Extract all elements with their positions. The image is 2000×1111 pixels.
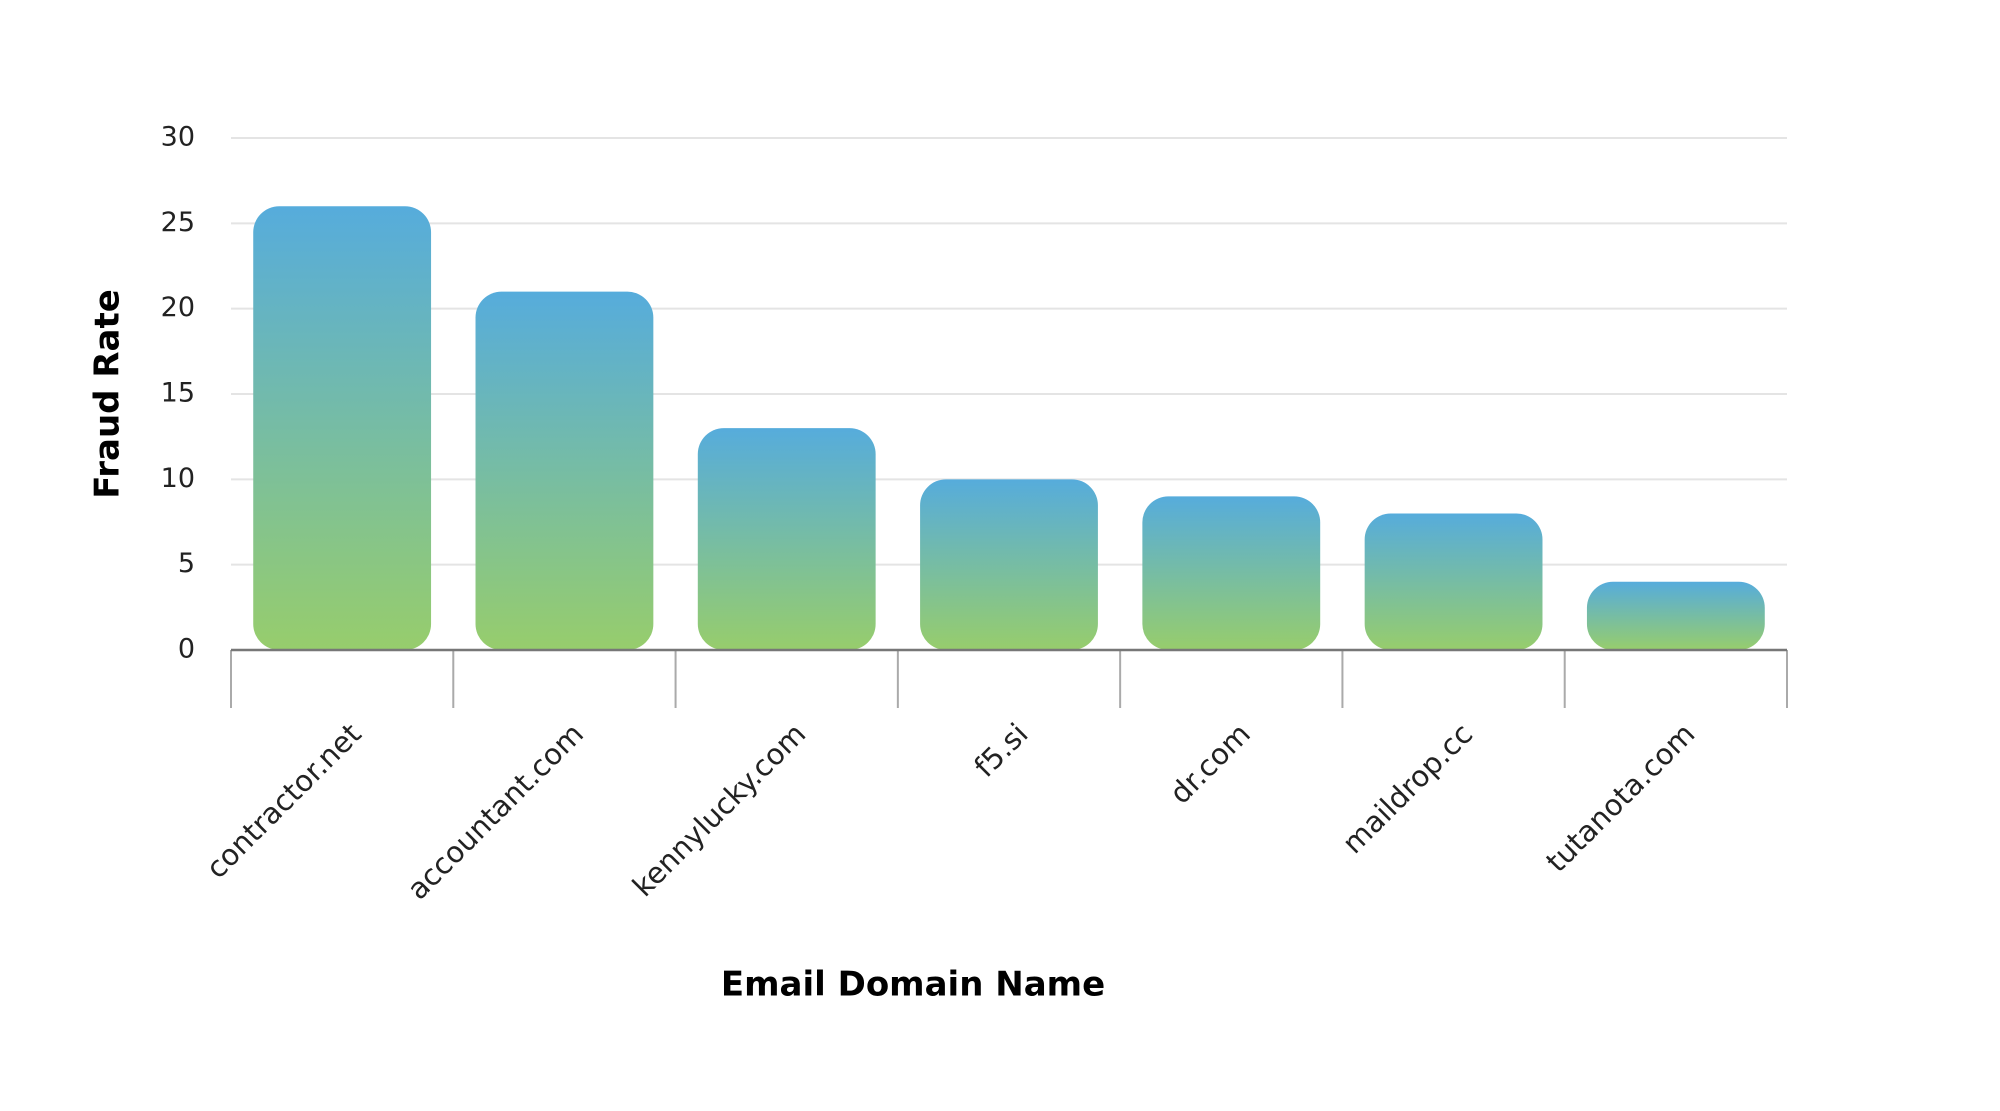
y-tick-label: 25 — [161, 207, 195, 238]
x-tick-label: maildrop.cc — [1336, 717, 1480, 861]
bar — [1586, 581, 1765, 650]
bar — [1142, 496, 1321, 650]
x-tick-label: kennylucky.com — [626, 717, 813, 904]
y-axis-title: Fraud Rate — [88, 289, 128, 499]
x-tick-label: f5.si — [967, 717, 1034, 784]
y-tick-label: 10 — [161, 463, 195, 494]
bar — [1364, 513, 1543, 650]
x-axis-title: Email Domain Name — [721, 965, 1105, 1005]
y-tick-label: 15 — [161, 378, 195, 409]
y-tick-label: 0 — [178, 634, 195, 665]
bar — [697, 428, 876, 650]
bar — [920, 479, 1098, 650]
x-tick-label: tutanota.com — [1539, 717, 1701, 879]
x-tick-label: accountant.com — [400, 717, 590, 907]
y-tick-label: 20 — [161, 292, 195, 323]
y-tick-label: 30 — [161, 122, 195, 153]
x-tick-label: contractor.net — [199, 717, 367, 885]
bar — [253, 206, 432, 650]
bar — [475, 291, 654, 650]
y-tick-label: 5 — [178, 548, 195, 579]
x-tick-label: dr.com — [1163, 717, 1257, 811]
